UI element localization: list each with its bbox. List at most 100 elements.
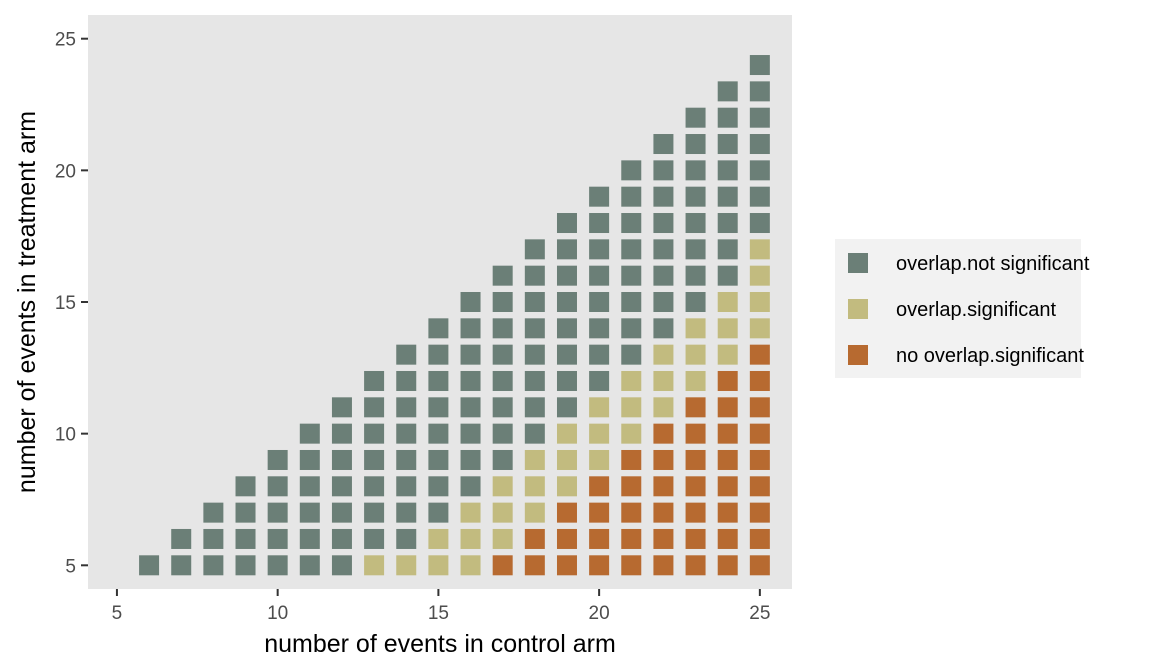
cell-21-16 <box>621 265 642 286</box>
cell-25-10 <box>749 423 770 444</box>
legend-label-overlap-not-significant: overlap.not significant <box>896 253 1090 275</box>
cell-10-7 <box>267 502 288 523</box>
cell-22-16 <box>653 265 674 286</box>
y-tick-label-10: 10 <box>55 425 76 446</box>
cell-18-7 <box>524 502 545 523</box>
cell-19-7 <box>556 502 577 523</box>
cell-24-18 <box>717 213 738 234</box>
cell-19-13 <box>556 344 577 365</box>
cell-21-20 <box>621 160 642 181</box>
cell-12-6 <box>331 528 352 549</box>
cell-16-6 <box>460 528 481 549</box>
cell-23-5 <box>685 555 706 576</box>
cell-20-16 <box>589 265 610 286</box>
x-tick-label-10: 10 <box>267 603 288 624</box>
cell-24-17 <box>717 239 738 260</box>
cells-layer <box>139 55 770 576</box>
cell-20-14 <box>589 318 610 339</box>
cell-19-16 <box>556 265 577 286</box>
cell-21-10 <box>621 423 642 444</box>
cell-11-6 <box>299 528 320 549</box>
cell-25-20 <box>749 160 770 181</box>
y-axis: 5 10 15 20 25 <box>55 30 88 577</box>
cell-23-15 <box>685 292 706 312</box>
cell-23-6 <box>685 528 706 549</box>
cell-23-13 <box>685 344 706 365</box>
cell-17-7 <box>492 502 513 523</box>
cell-22-20 <box>653 160 674 181</box>
cell-13-8 <box>364 476 385 497</box>
cell-20-11 <box>589 397 610 418</box>
cell-22-14 <box>653 318 674 339</box>
cell-22-6 <box>653 528 674 549</box>
cell-12-10 <box>331 423 352 444</box>
cell-16-14 <box>460 318 481 339</box>
cell-24-6 <box>717 528 738 549</box>
cell-22-13 <box>653 344 674 365</box>
legend: overlap.not significant overlap.significa… <box>835 239 1090 378</box>
cell-6-5 <box>139 555 160 576</box>
cell-22-10 <box>653 423 674 444</box>
cell-19-5 <box>556 555 577 576</box>
cell-19-14 <box>556 318 577 339</box>
cell-11-7 <box>299 502 320 523</box>
x-axis-title: number of events in control arm <box>264 630 616 658</box>
y-tick-label-20: 20 <box>55 161 76 182</box>
legend-label-no-overlap-significant: no overlap.significant <box>896 345 1084 367</box>
cell-25-24 <box>749 55 770 76</box>
y-tick-label-15: 15 <box>55 293 76 314</box>
cell-25-14 <box>749 318 770 339</box>
cell-8-7 <box>203 502 224 523</box>
cell-19-18 <box>556 213 577 234</box>
x-tick-label-5: 5 <box>112 603 123 624</box>
cell-25-22 <box>749 107 770 128</box>
cell-13-7 <box>364 502 385 523</box>
cell-20-18 <box>589 213 610 234</box>
cell-16-10 <box>460 423 481 444</box>
legend-key-no-overlap-significant <box>848 345 868 365</box>
cell-18-6 <box>524 528 545 549</box>
cell-16-5 <box>460 555 481 576</box>
cell-19-6 <box>556 528 577 549</box>
x-tick-label-15: 15 <box>428 603 449 624</box>
cell-25-6 <box>749 528 770 549</box>
cell-17-15 <box>492 292 513 312</box>
cell-9-8 <box>235 476 256 497</box>
cell-21-8 <box>621 476 642 497</box>
cell-23-17 <box>685 239 706 260</box>
legend-key-overlap-not-significant <box>848 253 868 273</box>
cell-23-21 <box>685 134 706 155</box>
cell-15-13 <box>428 344 449 365</box>
cell-22-5 <box>653 555 674 576</box>
cell-7-5 <box>171 555 192 576</box>
cell-12-8 <box>331 476 352 497</box>
cell-23-7 <box>685 502 706 523</box>
cell-17-16 <box>492 265 513 286</box>
cell-24-19 <box>717 186 738 207</box>
cell-24-22 <box>717 107 738 128</box>
cell-19-11 <box>556 397 577 418</box>
cell-10-6 <box>267 528 288 549</box>
cell-19-17 <box>556 239 577 260</box>
cell-16-9 <box>460 449 481 470</box>
cell-21-14 <box>621 318 642 339</box>
cell-24-9 <box>717 449 738 470</box>
cell-9-6 <box>235 528 256 549</box>
cell-23-10 <box>685 423 706 444</box>
cell-24-12 <box>717 370 738 391</box>
cell-15-14 <box>428 318 449 339</box>
cell-16-11 <box>460 397 481 418</box>
cell-13-10 <box>364 423 385 444</box>
cell-24-8 <box>717 476 738 497</box>
cell-18-13 <box>524 344 545 365</box>
cell-20-15 <box>589 292 610 312</box>
cell-18-8 <box>524 476 545 497</box>
cell-21-17 <box>621 239 642 260</box>
cell-14-11 <box>396 397 417 418</box>
cell-25-9 <box>749 449 770 470</box>
cell-17-14 <box>492 318 513 339</box>
cell-24-7 <box>717 502 738 523</box>
cell-20-9 <box>589 449 610 470</box>
cell-10-9 <box>267 449 288 470</box>
cell-24-14 <box>717 318 738 339</box>
